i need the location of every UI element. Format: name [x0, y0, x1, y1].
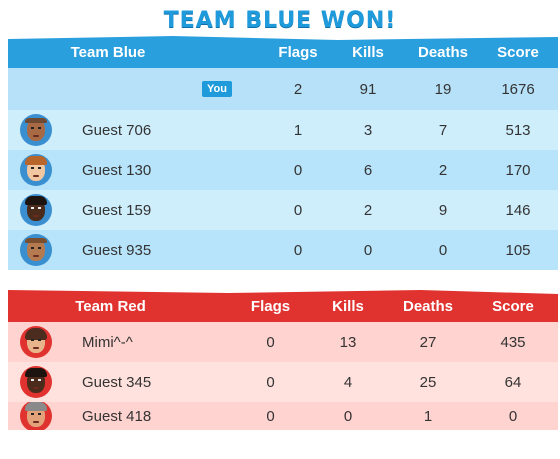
- kills-value: 91: [359, 80, 377, 98]
- player-avatar-icon: [20, 366, 52, 398]
- player-row-you: You 2 91 19 1676: [8, 68, 558, 110]
- player-row: Guest 418 0 0 1 0: [8, 402, 558, 430]
- player-name-cell: Guest 130: [8, 154, 268, 186]
- victory-banner: TEAM BLUE WON!: [163, 8, 397, 33]
- player-row: Guest 706 1 3 7 513: [8, 110, 558, 150]
- flags-value: 0: [293, 201, 303, 219]
- player-name: Guest 935: [82, 241, 152, 259]
- player-name-cell: Guest 935: [8, 234, 268, 266]
- team-blue-title: Team Blue: [70, 43, 146, 61]
- player-avatar-icon: [20, 402, 52, 430]
- player-row: Guest 345 0 4 25 64: [8, 362, 558, 402]
- player-name-cell: Guest 159: [8, 194, 268, 226]
- score-value: 435: [500, 333, 526, 351]
- score-value: 64: [504, 373, 522, 391]
- score-column-header: Score: [497, 43, 539, 61]
- flags-value: 0: [266, 333, 275, 351]
- kills-value: 13: [339, 333, 357, 351]
- player-avatar-icon: [20, 114, 52, 146]
- player-name-cell: Guest 418: [8, 402, 233, 430]
- flags-value: 0: [293, 161, 303, 179]
- player-avatar-icon: [20, 326, 52, 358]
- score-value: 146: [505, 201, 531, 219]
- score-value: 170: [505, 161, 531, 179]
- kills-value: 6: [363, 161, 373, 179]
- score-value: 105: [505, 241, 531, 259]
- kills-value: 0: [363, 241, 373, 259]
- deaths-value: 9: [438, 201, 448, 219]
- score-value: 0: [508, 407, 518, 425]
- flags-value: 2: [293, 80, 303, 98]
- deaths-value: 2: [438, 161, 448, 179]
- deaths-value: 19: [434, 80, 452, 98]
- score-value: 1676: [501, 80, 535, 98]
- deaths-value: 25: [419, 373, 437, 391]
- kills-value: 0: [343, 407, 353, 425]
- team-blue-header: Team Blue Flags Kills Deaths Score: [8, 36, 558, 68]
- player-name-cell: Guest 345: [8, 366, 233, 398]
- player-row: Guest 935 0 0 0 105: [8, 230, 558, 270]
- deaths-value: 27: [419, 333, 437, 351]
- player-name: Guest 159: [82, 201, 152, 219]
- deaths-value: 1: [423, 407, 433, 425]
- flags-value: 1: [293, 121, 303, 139]
- deaths-column-header: Deaths: [417, 43, 469, 61]
- player-name: Guest 706: [82, 121, 152, 139]
- player-avatar-icon: [20, 194, 52, 226]
- team-red-title: Team Red: [75, 297, 146, 315]
- player-row: Guest 130 0 6 2 170: [8, 150, 558, 190]
- player-avatar-icon: [20, 154, 52, 186]
- flags-value: 0: [293, 241, 303, 259]
- player-avatar-icon: [20, 234, 52, 266]
- team-red-header: Team Red Flags Kills Deaths Score: [8, 290, 558, 322]
- kills-column-header: Kills: [352, 43, 384, 61]
- kills-value: 4: [343, 373, 353, 391]
- player-row: Mimi^-^ 0 13 27 435: [8, 322, 558, 362]
- player-name-cell: Mimi^-^: [8, 326, 233, 358]
- kills-value: 3: [363, 121, 373, 139]
- bottom-mask: [0, 435, 560, 459]
- player-name: Mimi^-^: [82, 333, 133, 351]
- team-red-table: Team Red Flags Kills Deaths Score Mimi^-…: [8, 290, 558, 430]
- kills-value: 2: [363, 201, 373, 219]
- score-column-header: Score: [492, 297, 534, 315]
- team-blue-table: Team Blue Flags Kills Deaths Score You 2…: [8, 36, 558, 270]
- flags-value: 0: [266, 407, 275, 425]
- player-name: Guest 418: [82, 407, 152, 425]
- you-badge: You: [202, 81, 232, 97]
- kills-column-header: Kills: [332, 297, 364, 315]
- you-cell: You: [8, 81, 268, 97]
- player-row: Guest 159 0 2 9 146: [8, 190, 558, 230]
- flags-column-header: Flags: [250, 297, 291, 315]
- deaths-value: 0: [438, 241, 448, 259]
- score-value: 513: [505, 121, 531, 139]
- deaths-value: 7: [438, 121, 448, 139]
- flags-value: 0: [266, 373, 275, 391]
- flags-column-header: Flags: [278, 43, 318, 61]
- deaths-column-header: Deaths: [402, 297, 454, 315]
- player-name: Guest 345: [82, 373, 152, 391]
- player-name: Guest 130: [82, 161, 152, 179]
- player-name-cell: Guest 706: [8, 114, 268, 146]
